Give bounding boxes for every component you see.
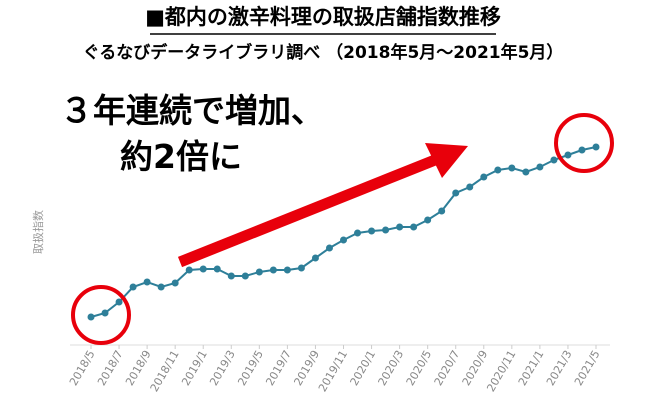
arrow-head bbox=[425, 143, 468, 178]
x-tick-label: 2021/1 bbox=[516, 348, 547, 388]
point bbox=[311, 254, 319, 262]
point bbox=[185, 266, 193, 274]
point bbox=[522, 168, 530, 176]
point bbox=[101, 309, 109, 317]
point bbox=[255, 268, 263, 276]
point bbox=[227, 272, 235, 280]
point bbox=[410, 223, 418, 231]
point bbox=[87, 313, 95, 321]
x-tick-label: 2019/3 bbox=[207, 348, 238, 388]
point bbox=[452, 189, 460, 197]
point bbox=[494, 166, 502, 174]
x-tick-label: 2021/3 bbox=[544, 348, 575, 388]
point bbox=[157, 283, 165, 291]
point bbox=[199, 265, 207, 273]
arrow-shaft bbox=[177, 152, 443, 268]
point bbox=[382, 226, 390, 234]
point bbox=[269, 266, 277, 274]
highlight-circle bbox=[71, 285, 131, 345]
point bbox=[129, 283, 137, 291]
point bbox=[340, 236, 347, 244]
point bbox=[396, 223, 404, 231]
point bbox=[283, 266, 291, 274]
highlight-circle bbox=[554, 113, 614, 173]
point bbox=[368, 227, 376, 235]
point bbox=[213, 265, 221, 273]
point bbox=[578, 146, 586, 154]
point bbox=[143, 278, 151, 286]
x-tick-label: 2019/1 bbox=[179, 348, 210, 388]
chart-subtitle: ぐるなびデータライブラリ調べ （2018年5月～2021年5月） bbox=[83, 42, 564, 63]
x-tick-label: 2019/7 bbox=[263, 348, 294, 388]
point bbox=[550, 156, 558, 164]
point bbox=[508, 164, 516, 172]
point bbox=[171, 279, 179, 287]
point bbox=[536, 163, 544, 171]
x-tick-label: 2020/3 bbox=[376, 348, 407, 388]
annotation: 約2倍に bbox=[120, 137, 242, 176]
point bbox=[592, 143, 600, 151]
point bbox=[241, 272, 249, 280]
point bbox=[325, 244, 333, 252]
x-tick-label: 2020/9 bbox=[460, 348, 491, 388]
point bbox=[480, 173, 488, 181]
point bbox=[564, 151, 572, 159]
x-tick-label: 2021/5 bbox=[572, 348, 603, 388]
x-tick-label: 2020/1 bbox=[348, 348, 379, 388]
chart-title: ■都内の激辛料理の取扱店舗指数推移 bbox=[145, 5, 501, 29]
point bbox=[354, 229, 362, 237]
x-tick-label: 2019/9 bbox=[291, 348, 322, 388]
y-axis-label: 取扱指数 bbox=[31, 210, 45, 254]
x-tick-label: 2020/5 bbox=[404, 348, 435, 388]
x-tick-label: 2020/7 bbox=[432, 348, 463, 388]
x-tick-label: 2018/9 bbox=[123, 348, 154, 388]
x-tick-label: 2018/5 bbox=[67, 348, 98, 388]
point bbox=[424, 216, 432, 224]
point bbox=[297, 264, 305, 272]
point bbox=[115, 298, 123, 306]
annotation: ３年連続で増加、 bbox=[60, 91, 324, 130]
x-tick-label: 2018/7 bbox=[95, 348, 126, 388]
point bbox=[466, 183, 474, 191]
x-tick-label: 2019/5 bbox=[235, 348, 266, 388]
point bbox=[438, 207, 446, 215]
